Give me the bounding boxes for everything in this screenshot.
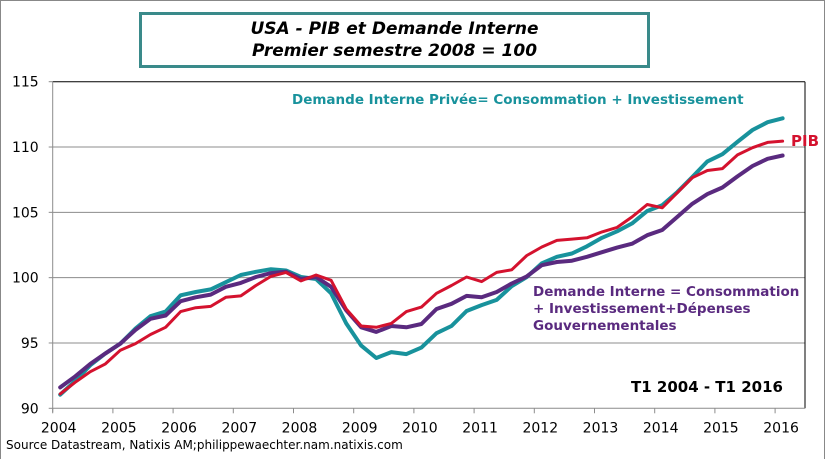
y-tick-label: 115 [12, 75, 39, 91]
x-tick-label: 2015 [703, 420, 739, 436]
y-tick-label: 90 [21, 401, 39, 417]
y-tick-label: 110 [12, 140, 39, 156]
x-tick-label: 2012 [522, 420, 558, 436]
chart-title: USA - PIB et Demande Interne [250, 19, 539, 39]
domestic-demand-label: + Investissement+Dépenses [533, 301, 751, 317]
y-tick-label: 105 [12, 205, 39, 221]
domestic-demand-label: Demande Interne = Consommation [533, 284, 799, 300]
x-tick-label: 2014 [643, 420, 679, 436]
x-tick-label: 2005 [101, 420, 137, 436]
y-tick-label: 100 [12, 271, 39, 287]
period-label: T1 2004 - T1 2016 [631, 378, 783, 396]
x-tick-label: 2013 [583, 420, 619, 436]
chart-title-box: USA - PIB et Demande Interne Premier sem… [139, 12, 650, 68]
series-line-gdp [58, 139, 785, 396]
x-tick-label: 2004 [41, 420, 77, 436]
series-line-domestic-demand [58, 153, 785, 390]
gdp-label: PIB [791, 132, 819, 150]
x-tick-label: 2010 [402, 420, 438, 436]
chart-subtitle: Premier semestre 2008 = 100 [251, 41, 538, 61]
domestic-demand-label: Gouvernementales [533, 318, 677, 334]
x-tick-label: 2016 [763, 420, 799, 436]
x-tick-label: 2006 [161, 420, 197, 436]
x-tick-label: 2008 [282, 420, 318, 436]
x-tick-label: 2011 [462, 420, 498, 436]
y-tick-label: 95 [21, 336, 39, 352]
series-line-private-demand [58, 116, 785, 397]
x-tick-label: 2009 [342, 420, 378, 436]
private-demand-label: Demande Interne Privée= Consommation + I… [292, 92, 744, 108]
source-note: Source Datastream, Natixis AM;philippewa… [6, 438, 403, 452]
x-tick-label: 2007 [221, 420, 257, 436]
